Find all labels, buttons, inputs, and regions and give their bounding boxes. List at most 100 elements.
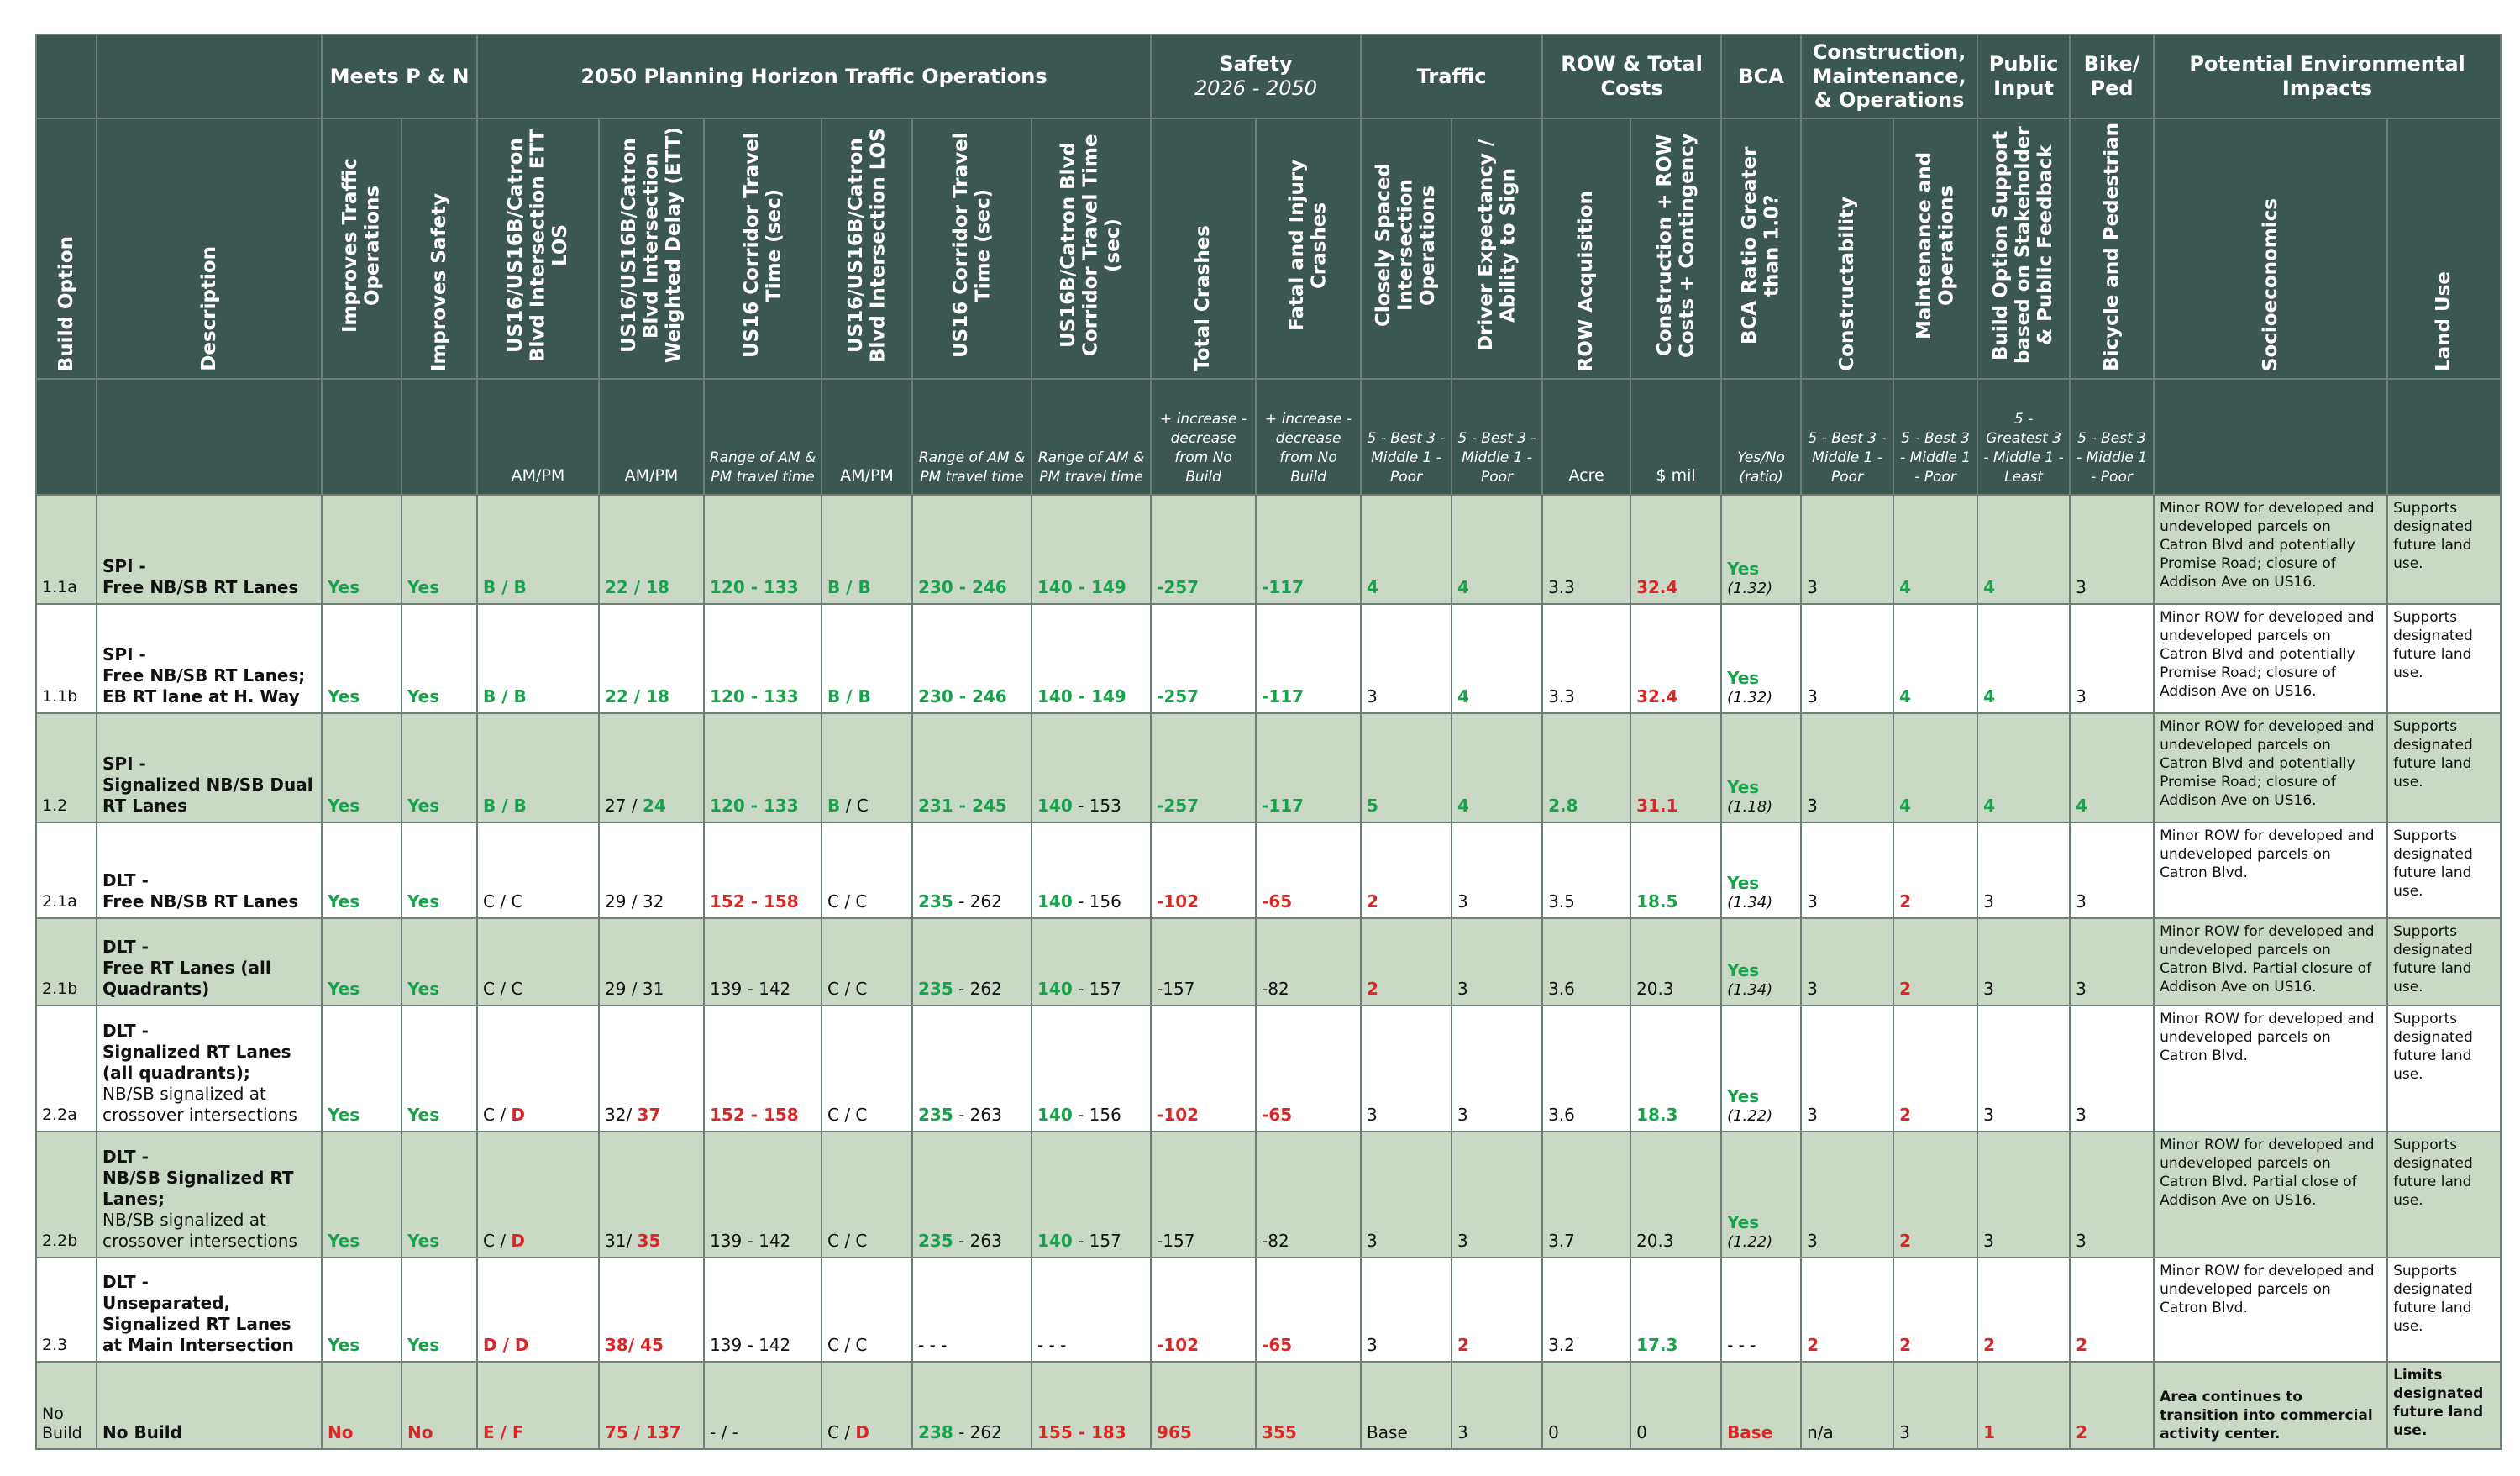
cell-value: 4 <box>1457 686 1469 706</box>
column-unit-11: + increase - decrease from No Build <box>1255 378 1362 496</box>
build-option-id: 1.2 <box>35 712 97 823</box>
land-use-impact: Supports designated future land use. <box>2386 822 2502 919</box>
cell-weighted-delay: 29 / 31 <box>598 917 705 1006</box>
build-option-id: 2.1b <box>35 917 97 1006</box>
cell-weighted-delay: 29 / 32 <box>598 822 705 919</box>
cell-fatal-injury: 355 <box>1255 1361 1362 1450</box>
column-header-label: US16 Corridor Travel Time (sec) <box>740 132 785 359</box>
cell-fatal-injury: -82 <box>1255 917 1362 1006</box>
cell-value: -257 <box>1157 577 1200 597</box>
bca-value: - - - <box>1727 1335 1756 1355</box>
cell-value: 1 <box>1983 1422 1995 1442</box>
cell-value: 3.5 <box>1548 891 1575 911</box>
cell-driver-expectancy: 4 <box>1451 603 1544 714</box>
cell-bike-ped: 3 <box>2069 603 2155 714</box>
cell-value: E / F <box>483 1422 524 1442</box>
cell-value: 3 <box>1807 577 1818 597</box>
improves-safety-value: Yes <box>401 1257 478 1363</box>
cell-driver-expectancy: 3 <box>1451 1005 1544 1132</box>
cell-value: 3 <box>1457 1422 1468 1442</box>
bca-ratio-note: (1.32) <box>1727 579 1773 597</box>
column-header-label: Improves Safety <box>428 192 450 371</box>
cell-value: 140 <box>1037 979 1073 999</box>
cell-value: 230 - 246 <box>918 686 1007 706</box>
cell-maintenance: 4 <box>1893 603 1979 714</box>
cell-value: 22 / 18 <box>605 686 669 706</box>
column-unit-19: 5 - Greatest 3 - Middle 1 - Least <box>1977 378 2071 496</box>
cell-public-support: 3 <box>1977 1131 2071 1258</box>
table-row: 2.1b DLT - Free RT Lanes (all Quadrants) Ye… <box>35 917 2502 1006</box>
build-option-id: 2.1a <box>35 822 97 919</box>
header-group-label: Traffic <box>1416 64 1487 88</box>
cell-value: 2 <box>1457 1335 1469 1355</box>
cell-value: 3 <box>2076 979 2087 999</box>
bca-ratio-cell: Yes (1.22) <box>1720 1005 1803 1132</box>
cell-constructability: 3 <box>1800 603 1895 714</box>
cell-weighted-delay: 27 / 24 <box>598 712 705 823</box>
cell-constructability: 3 <box>1800 712 1895 823</box>
build-option-description: SPI - Signalized NB/SB Dual RT Lanes <box>96 712 323 823</box>
column-header-21: Socioeconomics <box>2153 118 2389 380</box>
cell-public-support: 4 <box>1977 712 2071 823</box>
column-header-label: Land Use <box>2433 271 2455 371</box>
cell-weighted-delay: 22 / 18 <box>598 494 705 605</box>
header-group-10: Bike/ Ped <box>2069 34 2155 119</box>
cell-value: 3 <box>1457 979 1468 999</box>
description-note: NB/SB signalized at crossover intersecti… <box>102 1210 297 1251</box>
build-option-description: DLT - Free NB/SB RT Lanes <box>96 822 323 919</box>
improves-traffic-value: Yes <box>321 1005 402 1132</box>
description-title: DLT - <box>102 1272 149 1292</box>
column-header-label: Driver Expectancy / Ability to Sign <box>1474 139 1520 352</box>
cell-us16-tt2: 230 - 246 <box>911 603 1032 714</box>
cell-value: -65 <box>1262 891 1293 911</box>
header-group-6: ROW & Total Costs <box>1541 34 1723 119</box>
cell-value: - / - <box>710 1422 738 1442</box>
cell-value: 3 <box>1457 891 1468 911</box>
land-use-impact: Supports designated future land use. <box>2386 712 2502 823</box>
column-unit-0 <box>35 378 97 496</box>
cell-value: -82 <box>1262 1231 1289 1251</box>
cell-value: 120 - 133 <box>710 577 799 597</box>
column-unit-22 <box>2386 378 2502 496</box>
cell-value: 0 <box>1548 1422 1559 1442</box>
cell-fatal-injury: -117 <box>1255 712 1362 823</box>
socioeconomics-impact: Area continues to transition into commer… <box>2153 1361 2389 1450</box>
cell-row-acq: 2.8 <box>1541 712 1632 823</box>
land-use-impact: Limits designated future land use. <box>2386 1361 2502 1450</box>
cell-value: 4 <box>1899 686 1911 706</box>
column-header-label: US16B/Catron Blvd Corridor Travel Time (… <box>1058 134 1125 357</box>
bca-ratio-cell: Yes (1.18) <box>1720 712 1803 823</box>
description-main: Unseparated, Signalized RT Lanes at Main… <box>102 1293 294 1355</box>
description-main: Free NB/SB RT Lanes; EB RT lane at H. Wa… <box>102 665 306 706</box>
cell-ett-los: C / D <box>476 1005 600 1132</box>
cell-cost: 17.3 <box>1630 1257 1723 1363</box>
improves-safety-value: Yes <box>401 712 478 823</box>
header-group-label: BCA <box>1738 64 1784 88</box>
cell-driver-expectancy: 2 <box>1451 1257 1544 1363</box>
cell-int-los: C / C <box>821 1131 913 1258</box>
cell-public-support: 3 <box>1977 1005 2071 1132</box>
cell-driver-expectancy: 3 <box>1451 1131 1544 1258</box>
cell-value: B / B <box>827 686 871 706</box>
column-header-4: US16/US16B/Catron Blvd Intersection ETT … <box>476 118 600 380</box>
cell-constructability: n/a <box>1800 1361 1895 1450</box>
cell-driver-expectancy: 4 <box>1451 494 1544 605</box>
cell-value: 20.3 <box>1636 979 1674 999</box>
socioeconomics-impact: Minor ROW for developed and undeveloped … <box>2153 1257 2389 1363</box>
column-header-11: Fatal and Injury Crashes <box>1255 118 1362 380</box>
cell-bike-ped: 3 <box>2069 1131 2155 1258</box>
cell-value: - 157 <box>1072 979 1121 999</box>
cell-us16-tt2: 235 - 262 <box>911 917 1032 1006</box>
cell-value: C / C <box>827 1335 868 1355</box>
column-unit-18: 5 - Best 3 - Middle 1 - Poor <box>1893 378 1979 496</box>
column-header-8: US16 Corridor Travel Time (sec) <box>911 118 1032 380</box>
cell-bike-ped: 3 <box>2069 822 2155 919</box>
column-header-13: Driver Expectancy / Ability to Sign <box>1451 118 1544 380</box>
column-header-label: US16/US16B/Catron Blvd Intersection ETT … <box>504 129 571 362</box>
cell-value: 24 <box>642 796 666 816</box>
cell-cost: 18.5 <box>1630 822 1723 919</box>
socioeconomics-impact: Minor ROW for developed and undeveloped … <box>2153 494 2389 605</box>
header-group-11: Potential Environmental Impacts <box>2153 34 2502 119</box>
cell-fatal-injury: -117 <box>1255 494 1362 605</box>
column-unit-6: Range of AM & PM travel time <box>703 378 822 496</box>
